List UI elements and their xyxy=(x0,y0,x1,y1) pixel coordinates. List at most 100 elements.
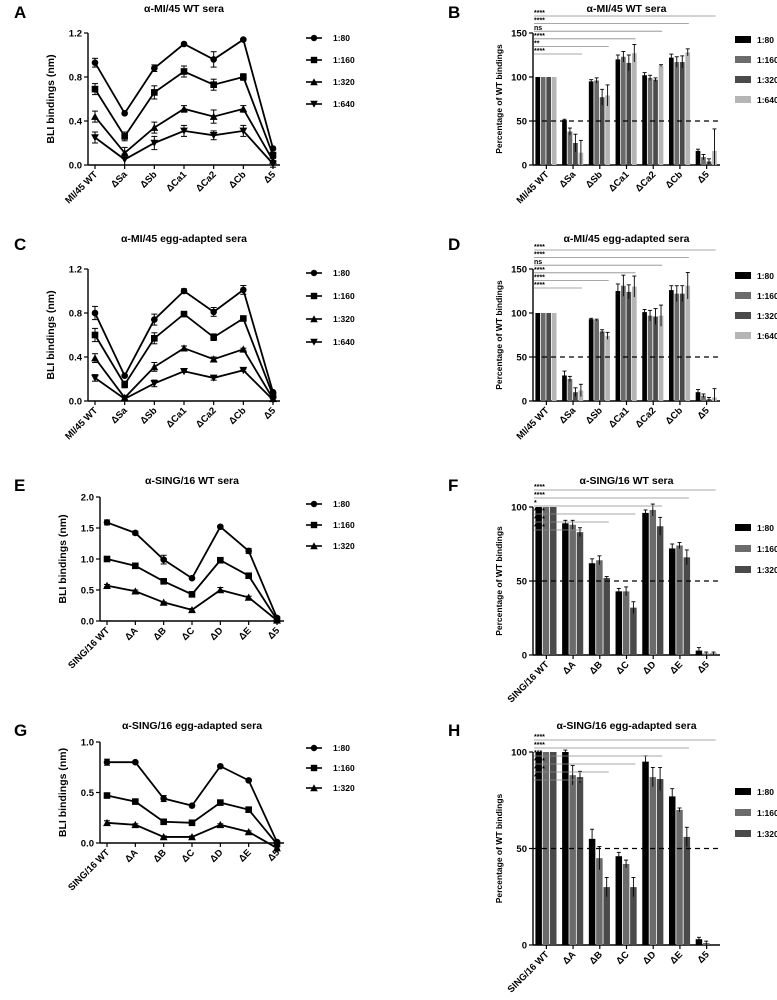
chart-title: α-SING/16 egg-adapted sera xyxy=(556,720,696,732)
bar xyxy=(621,285,626,401)
data-point xyxy=(209,374,218,382)
data-point xyxy=(121,110,128,117)
bar xyxy=(695,150,701,165)
legend-label: 1:640 xyxy=(333,99,355,109)
significance-label: **** xyxy=(534,274,545,281)
x-tick-label: ΔA xyxy=(123,847,141,865)
bar xyxy=(588,319,594,401)
significance-label: **** xyxy=(534,267,545,274)
data-point xyxy=(91,309,99,317)
panel-letter: C xyxy=(14,235,26,254)
significance-label: **** xyxy=(534,484,545,491)
bar xyxy=(603,578,610,655)
x-tick-label: Δ5 xyxy=(695,405,712,422)
data-point xyxy=(216,586,225,594)
x-tick-label: ΔCa1 xyxy=(164,169,189,194)
bar xyxy=(622,591,630,655)
data-point xyxy=(188,802,196,809)
data-point xyxy=(269,396,277,404)
data-point xyxy=(209,132,218,140)
y-axis-label: BLI bindings (nm) xyxy=(45,54,57,143)
chart-title: α-SING/16 egg-adapted sera xyxy=(122,720,262,732)
data-point xyxy=(217,762,224,770)
x-tick-label: ΔSa xyxy=(109,169,130,190)
x-tick-label: ΔCa2 xyxy=(194,169,219,194)
data-point xyxy=(159,833,168,841)
legend-label: 1:160 xyxy=(333,763,355,773)
data-point xyxy=(239,366,248,375)
bar xyxy=(679,293,685,401)
bar xyxy=(676,809,683,945)
data-point xyxy=(180,40,188,48)
legend-label: 1:160 xyxy=(757,808,777,818)
bar xyxy=(656,526,664,655)
significance-label: **** xyxy=(534,18,545,25)
chart-title: α-MI/45 egg-adapted sera xyxy=(563,233,689,245)
x-tick-label: ΔSb xyxy=(584,169,605,190)
x-tick-label: ΔE xyxy=(668,659,685,676)
data-point xyxy=(131,587,140,595)
data-point xyxy=(160,556,167,563)
bar xyxy=(647,315,653,401)
x-tick-label: ΔC xyxy=(180,847,198,865)
data-point xyxy=(121,381,128,388)
data-point xyxy=(180,344,188,352)
y-tick-label: 0.4 xyxy=(69,353,83,364)
bar xyxy=(676,545,683,655)
bar xyxy=(695,392,701,401)
y-tick-label: 1.2 xyxy=(69,29,82,40)
data-point xyxy=(180,127,188,135)
x-tick-label: ΔSa xyxy=(109,405,130,426)
data-point xyxy=(160,818,167,826)
bar xyxy=(685,52,691,165)
legend-label: 1:160 xyxy=(333,291,355,301)
data-point xyxy=(159,598,168,606)
data-point xyxy=(244,827,253,836)
bar xyxy=(668,548,676,655)
bar xyxy=(535,752,542,945)
data-point xyxy=(217,523,224,531)
data-point xyxy=(120,156,129,164)
legend-swatch xyxy=(735,96,751,103)
significance-label: **** xyxy=(534,742,545,749)
bar xyxy=(569,775,576,945)
bar xyxy=(668,290,674,401)
bar xyxy=(658,315,664,401)
data-point xyxy=(150,363,159,371)
significance-label: **** xyxy=(534,734,545,741)
data-point xyxy=(239,345,248,353)
panel-letter: E xyxy=(14,476,25,495)
legend-label: 1:80 xyxy=(333,499,350,509)
legend-label: 1:320 xyxy=(757,829,777,839)
x-tick-label: ΔB xyxy=(587,949,605,967)
bar xyxy=(630,607,637,655)
y-axis-label: Percentage of WT bindings xyxy=(494,793,504,903)
bar xyxy=(576,777,584,945)
bar xyxy=(685,285,691,401)
legend-marker xyxy=(310,34,318,42)
data-point xyxy=(273,840,281,848)
data-point xyxy=(91,112,99,120)
data-point xyxy=(132,562,139,570)
x-tick-label: ΔD xyxy=(641,659,659,677)
data-point xyxy=(91,354,99,362)
data-point xyxy=(151,335,158,342)
data-point xyxy=(132,758,139,766)
y-tick-label: 150 xyxy=(511,29,527,40)
bar xyxy=(642,761,649,945)
bar xyxy=(674,62,680,165)
data-point xyxy=(209,355,218,363)
x-tick-label: ΔSb xyxy=(138,405,159,426)
bar xyxy=(573,143,578,165)
bar xyxy=(588,81,594,165)
x-tick-label: ΔCb xyxy=(227,405,249,427)
x-tick-label: ΔCa1 xyxy=(164,405,189,430)
y-tick-label: 0.5 xyxy=(81,586,95,597)
data-point xyxy=(160,795,167,802)
y-axis-label: Percentage of WT bindings xyxy=(494,526,504,636)
legend-label: 1:80 xyxy=(757,35,774,45)
data-point xyxy=(131,820,140,829)
legend-label: 1:640 xyxy=(757,95,777,105)
